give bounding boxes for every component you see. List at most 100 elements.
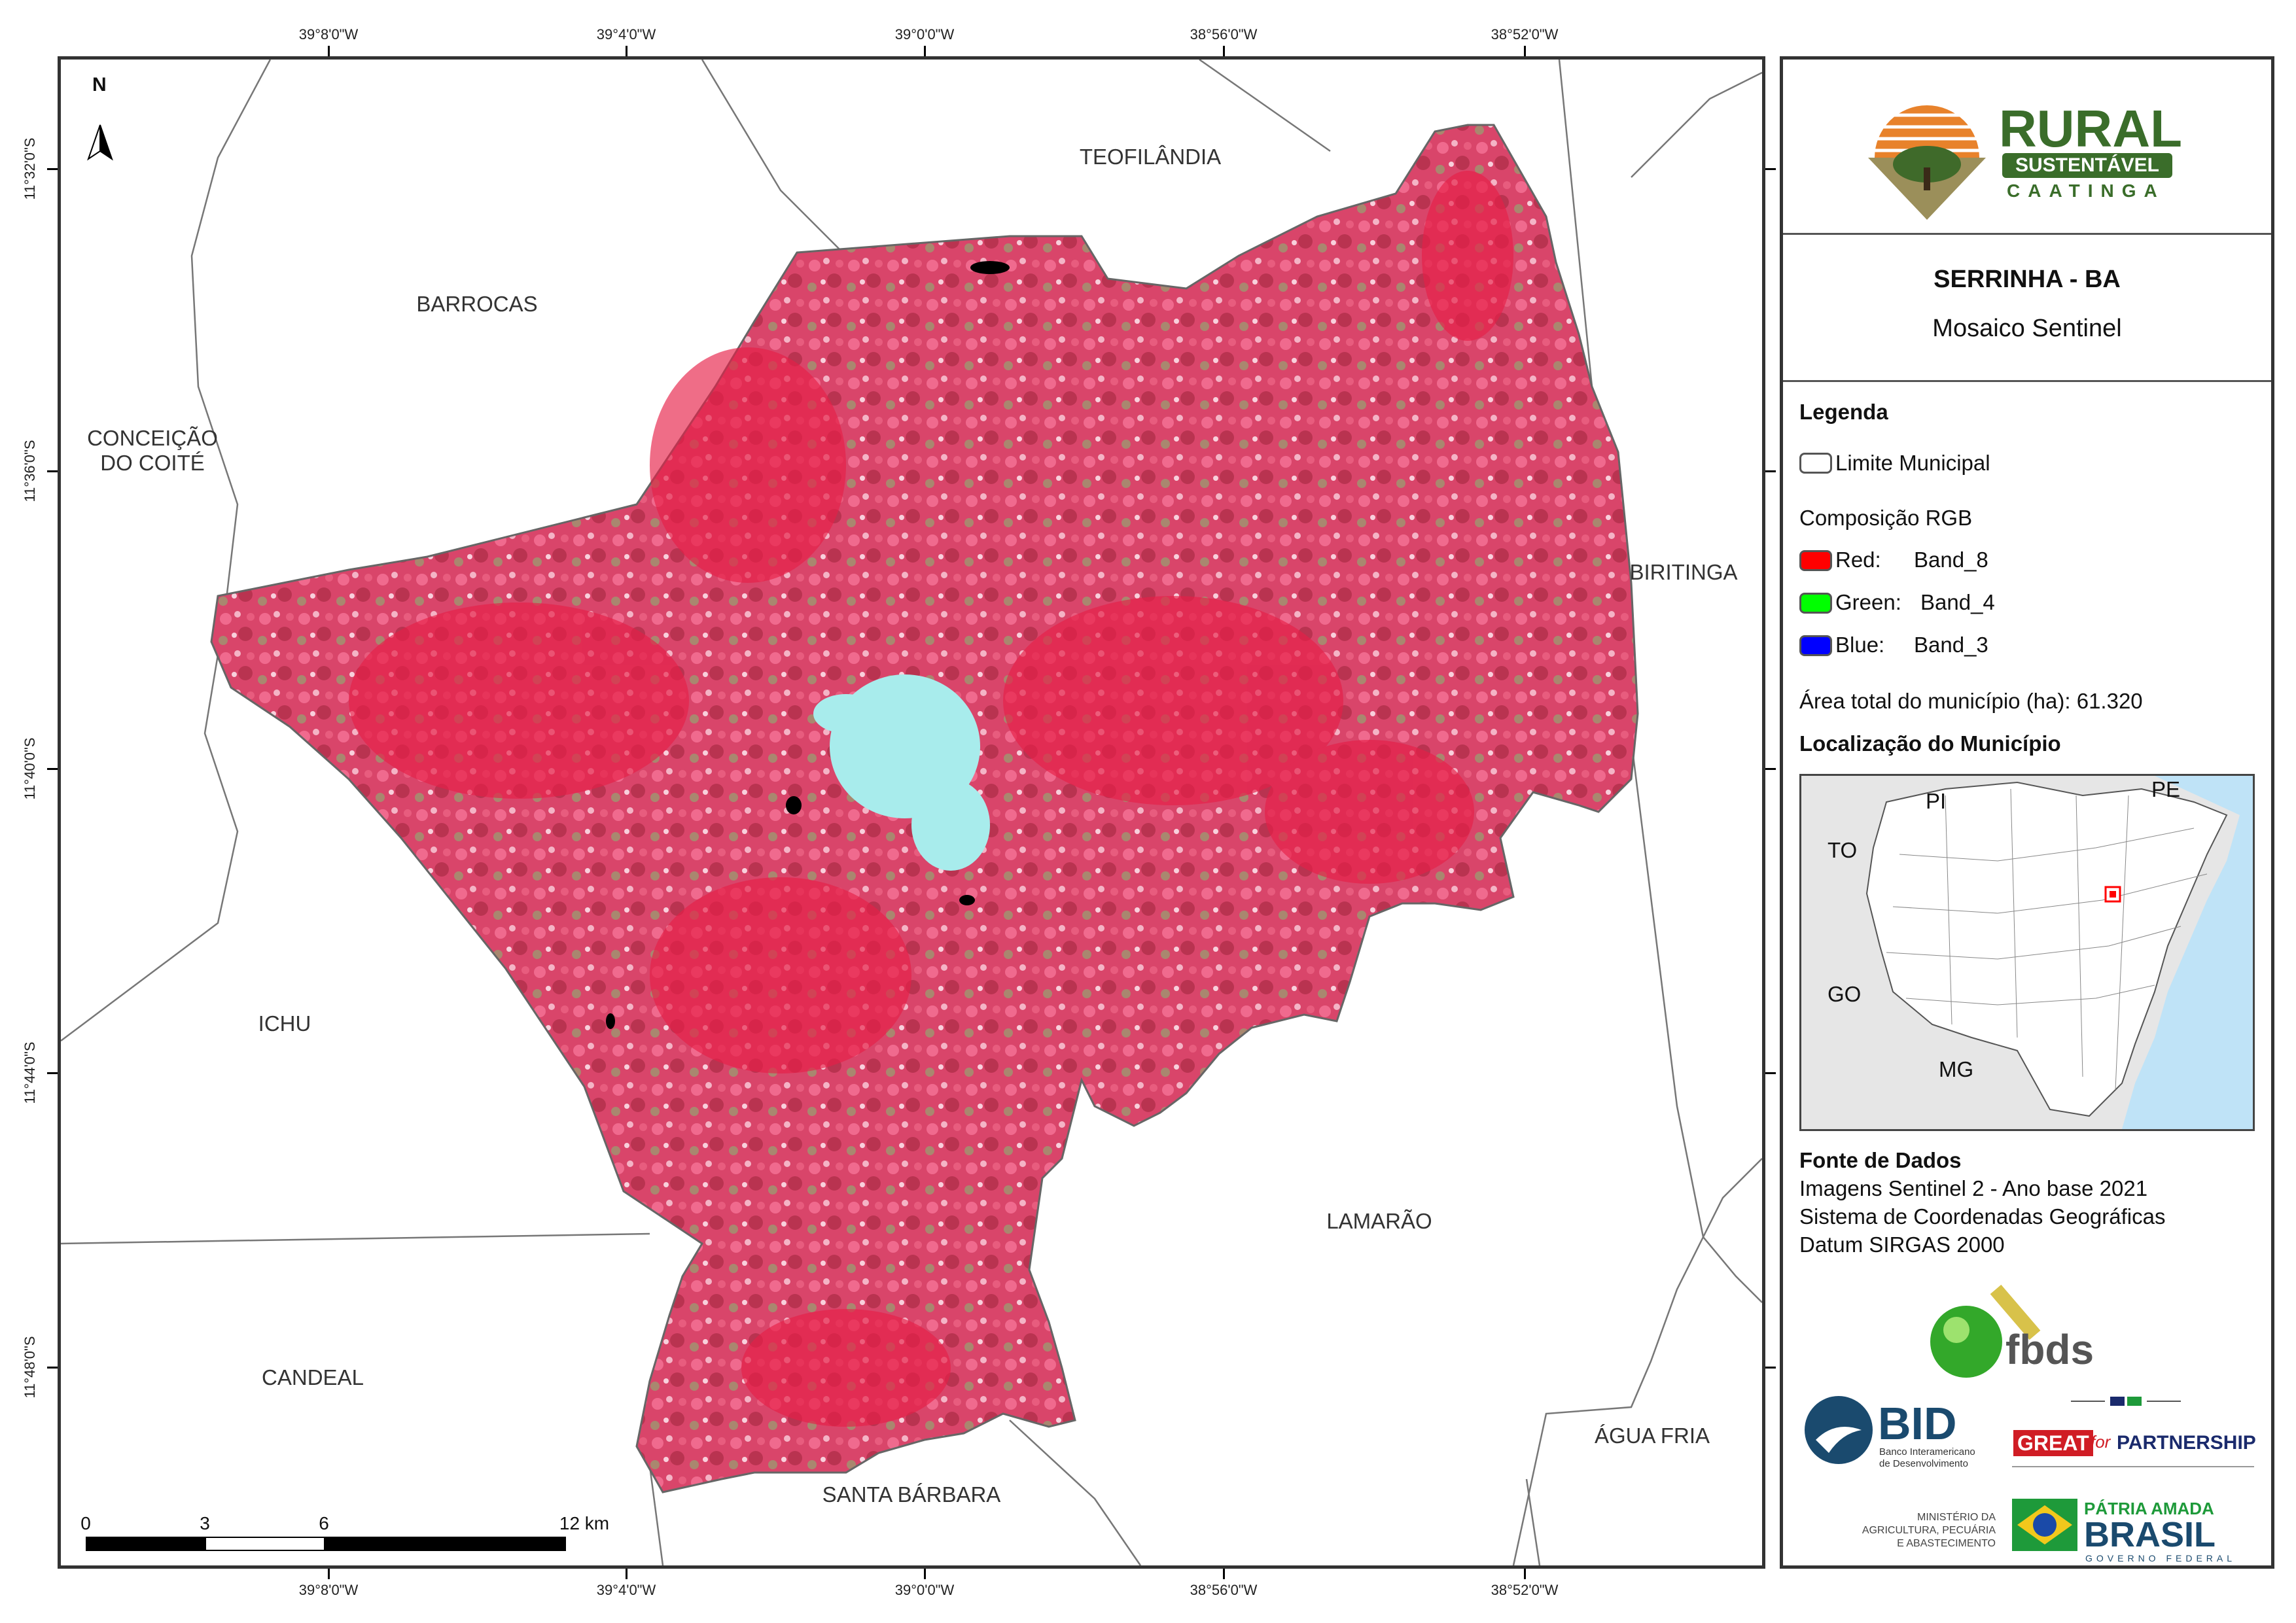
fbds-text: fbds <box>2005 1326 2094 1373</box>
green-band: Band_4 <box>1920 590 1995 614</box>
label-ichu: ICHU <box>258 1011 311 1036</box>
side-panel: RURAL SUSTENTÁVEL CAATINGA SERRINHA - BA… <box>1780 56 2274 1569</box>
label-teofilandia: TEOFILÂNDIA <box>1079 145 1222 169</box>
limite-municipal-swatch <box>1799 453 1832 474</box>
sources-line-2: Sistema de Coordenadas Geográficas <box>1799 1204 2166 1229</box>
urban-area <box>813 674 990 871</box>
fbds-emblem-icon <box>1930 1284 2041 1378</box>
bid-subtitle-2: de Desenvolvimento <box>1879 1458 1968 1469</box>
blue-band: Band_3 <box>1914 633 1988 657</box>
label-candeal: CANDEAL <box>262 1365 364 1389</box>
rural-emblem-icon <box>1868 105 1986 220</box>
label-conceicao-do-coite: CONCEIÇÃO DO COITÉ <box>87 426 218 475</box>
sources-heading: Fonte de Dados <box>1799 1148 1962 1172</box>
frame-tick-bottom-4 <box>1223 1569 1225 1579</box>
legend-heading: Legenda <box>1799 400 1888 424</box>
lat-label-left-2: 11°36'0"S <box>22 440 38 502</box>
lon-label-bottom-2: 39°4'0"W <box>596 1582 656 1598</box>
patria-amada-text: PÁTRIA AMADA <box>2084 1499 2214 1518</box>
great-divider-right <box>2147 1401 2181 1402</box>
uk-flag-icon <box>2110 1397 2125 1406</box>
inset-label-pe: PE <box>2151 777 2181 801</box>
location-heading: Localização do Município <box>1799 731 2061 756</box>
red-swatch <box>1799 550 1832 571</box>
frame-tick-top-1 <box>328 46 330 56</box>
frame-tick-top-5 <box>1524 46 1526 56</box>
scale-label-12: 12 km <box>559 1513 610 1533</box>
frame-tick-bottom-3 <box>924 1569 926 1579</box>
lon-label-top-4: 38°56'0"W <box>1190 26 1258 43</box>
map-frame[interactable]: N TEOFILÂNDIA BARROCAS CONCEIÇÃO DO COIT… <box>58 56 1765 1569</box>
rural-subtitle: SUSTENTÁVEL <box>2002 153 2172 178</box>
location-inset-map: PI PE TO GO MG <box>1799 774 2255 1131</box>
green-swatch <box>1799 593 1832 614</box>
lat-label-left-3: 11°40'0"S <box>22 737 38 800</box>
great-text: GREAT <box>2013 1430 2093 1456</box>
scale-label-3: 3 <box>200 1513 210 1533</box>
frame-tick-bottom-5 <box>1524 1569 1526 1579</box>
frame-tick-top-3 <box>924 46 926 56</box>
north-arrow <box>87 124 113 161</box>
rgb-heading: Composição RGB <box>1799 506 1973 530</box>
frame-tick-top-4 <box>1223 46 1225 56</box>
frame-tick-left-2 <box>47 470 58 472</box>
inset-label-mg: MG <box>1939 1057 1974 1081</box>
bid-emblem-icon <box>1805 1396 1873 1464</box>
label-biritinga: BIRITINGA <box>1629 560 1738 584</box>
frame-tick-top-2 <box>626 46 627 56</box>
frame-tick-bottom-1 <box>328 1569 330 1579</box>
sources-line-3: Datum SIRGAS 2000 <box>1799 1232 2005 1257</box>
frame-tick-right-4 <box>1765 1072 1776 1074</box>
brasil-emblem-icon <box>2012 1499 2077 1551</box>
great-divider-left <box>2071 1401 2105 1402</box>
green-label: Green: <box>1835 590 1901 614</box>
limite-municipal-label: Limite Municipal <box>1835 451 1990 475</box>
map-title: SERRINHA - BA <box>1934 266 2121 293</box>
brazil-flag-icon <box>2127 1397 2142 1406</box>
inset-map-svg <box>1865 776 2253 1129</box>
ministerio-line-3: E ABASTECIMENTO <box>1897 1538 1996 1549</box>
frame-tick-left-1 <box>47 168 58 170</box>
frame-tick-right-5 <box>1765 1367 1776 1369</box>
scale-seg-2 <box>205 1537 325 1551</box>
label-barrocas: BARROCAS <box>416 292 538 316</box>
scale-seg-1 <box>86 1537 206 1551</box>
dense-vegetation-zones <box>349 171 1513 1427</box>
blue-swatch <box>1799 635 1832 656</box>
lat-label-left-5: 11°48'0"S <box>22 1336 38 1399</box>
label-agua-fria: ÁGUA FRIA <box>1594 1423 1710 1448</box>
frame-tick-left-3 <box>47 768 58 770</box>
frame-tick-right-1 <box>1765 168 1776 170</box>
lon-label-top-1: 39°8'0"W <box>298 26 359 43</box>
great-for-text: for <box>2091 1432 2111 1452</box>
bid-subtitle-1: Banco Interamericano <box>1879 1446 1975 1457</box>
rural-title: RURAL <box>1999 99 2182 158</box>
lon-label-bottom-5: 38°52'0"W <box>1491 1582 1559 1598</box>
map-canvas <box>61 60 1762 1565</box>
label-santa-barbara: SANTA BÁRBARA <box>822 1482 1001 1507</box>
panel-divider-1 <box>1783 233 2271 235</box>
lon-label-top-2: 39°4'0"W <box>596 26 656 43</box>
blue-label: Blue: <box>1835 633 1885 657</box>
rural-caatinga: CAATINGA <box>2007 181 2165 201</box>
sources-line-1: Imagens Sentinel 2 - Ano base 2021 <box>1799 1176 2148 1200</box>
lon-label-top-3: 39°0'0"W <box>894 26 955 43</box>
lat-label-left-4: 11°44'0"S <box>22 1041 38 1104</box>
governo-federal-text: GOVERNO FEDERAL <box>2085 1553 2236 1563</box>
inset-label-to: TO <box>1828 838 1858 862</box>
lon-label-bottom-4: 38°56'0"W <box>1190 1582 1258 1598</box>
inset-label-go: GO <box>1828 982 1862 1006</box>
brasil-text: BRASIL <box>2084 1515 2216 1554</box>
north-label: N <box>92 74 107 96</box>
bid-title: BID <box>1878 1398 1957 1449</box>
label-lamarao: LAMARÃO <box>1326 1209 1432 1233</box>
lon-label-bottom-3: 39°0'0"W <box>894 1582 955 1598</box>
map-subtitle: Mosaico Sentinel <box>1932 315 2122 342</box>
red-label: Red: <box>1835 548 1881 572</box>
lon-label-bottom-1: 39°8'0"W <box>298 1582 359 1598</box>
great-partnership-text: PARTNERSHIP <box>2117 1432 2256 1454</box>
scale-seg-3 <box>324 1537 566 1551</box>
neighbor-boundaries <box>61 60 1762 1565</box>
frame-tick-bottom-2 <box>626 1569 627 1579</box>
panel-divider-2 <box>1783 380 2271 382</box>
